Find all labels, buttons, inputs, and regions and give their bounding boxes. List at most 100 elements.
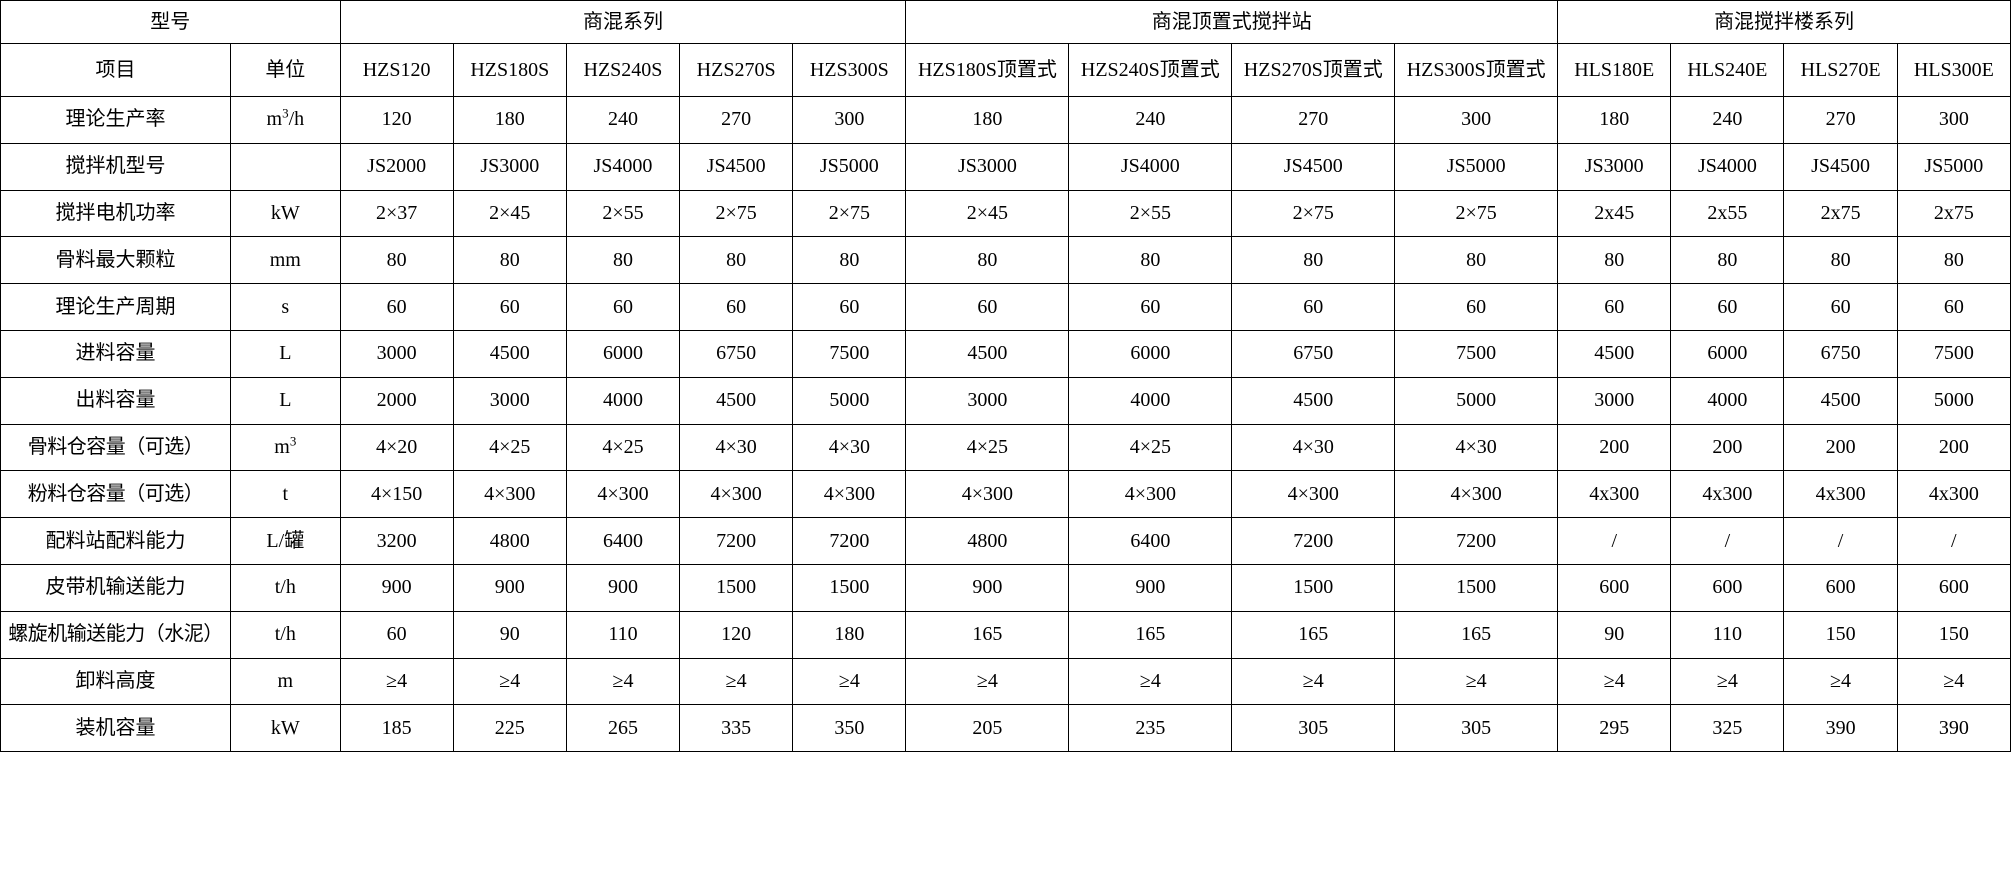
row-label: 粉料仓容量（可选）	[0, 470, 232, 519]
data-cell: 4x300	[1783, 470, 1898, 519]
data-cell: 80	[1783, 236, 1898, 285]
data-cell: 120	[339, 96, 454, 144]
row-unit: m	[230, 657, 341, 706]
data-cell: JS3000	[1557, 142, 1672, 191]
row-unit	[230, 142, 341, 191]
table-row: 进料容量 L 3000 4500 6000 6750 7500 4500 6000 6750 750…	[0, 329, 2011, 378]
data-cell: JS5000	[792, 142, 907, 191]
data-cell: 2x45	[1557, 189, 1672, 238]
data-cell: 270	[679, 96, 794, 144]
data-cell: 300	[1896, 96, 2011, 144]
data-cell: 300	[1394, 96, 1559, 144]
data-cell: 2x55	[1670, 189, 1785, 238]
data-cell: 900	[452, 563, 567, 612]
row-unit: m3/h	[230, 96, 341, 144]
data-cell: 5000	[1394, 376, 1559, 425]
row-label: 骨料仓容量（可选）	[0, 423, 232, 472]
row-unit: kW	[230, 704, 341, 753]
data-cell: 200	[1896, 423, 2011, 472]
data-cell: 2×75	[1231, 189, 1396, 238]
data-cell: 7500	[1896, 329, 2011, 378]
specification-table: 型号 商混系列 商混顶置式搅拌站 商混搅拌楼系列 项目 单位 HZS120 HZS180S HZ…	[0, 0, 2011, 753]
data-cell: /	[1557, 517, 1672, 565]
data-cell: ≥4	[1394, 657, 1559, 706]
table-row: 搅拌电机功率 kW 2×37 2×45 2×55 2×75 2×75 2×45 2×55 2×75…	[0, 189, 2011, 238]
model-header-9: HLS180E	[1557, 43, 1672, 97]
data-cell: 2×55	[565, 189, 681, 238]
data-cell: JS4000	[1670, 142, 1785, 191]
data-cell: ≥4	[679, 657, 794, 706]
row-label: 装机容量	[0, 704, 232, 753]
data-cell: /	[1896, 517, 2011, 565]
data-cell: ≥4	[792, 657, 907, 706]
data-cell: 4×300	[1394, 470, 1559, 519]
data-cell: 240	[1670, 96, 1785, 144]
data-cell: 900	[339, 563, 454, 612]
row-label: 螺旋机输送能力（水泥）	[0, 610, 232, 659]
data-cell: 4800	[905, 517, 1070, 565]
data-cell: 240	[565, 96, 681, 144]
row-unit: mm	[230, 236, 341, 285]
data-cell: 335	[679, 704, 794, 753]
model-header-row: 项目 单位 HZS120 HZS180S HZS240S HZS270S HZS300S HZ…	[0, 43, 2011, 97]
data-cell: JS4500	[1231, 142, 1396, 191]
table-row: 装机容量 kW 185 225 265 335 350 205 235 305 305 295 325 3…	[0, 704, 2011, 753]
data-cell: 2×37	[339, 189, 454, 238]
data-cell: 80	[1394, 236, 1559, 285]
data-cell: 2x75	[1783, 189, 1898, 238]
data-cell: 4500	[1557, 329, 1672, 378]
data-cell: 6750	[1783, 329, 1898, 378]
data-cell: 80	[905, 236, 1070, 285]
data-cell: 900	[905, 563, 1070, 612]
unit-column-label: 单位	[230, 43, 341, 97]
row-unit: m3	[230, 423, 341, 472]
data-cell: 4×300	[679, 470, 794, 519]
data-cell: 4×300	[1068, 470, 1233, 519]
data-cell: 80	[1068, 236, 1233, 285]
data-cell: JS4500	[1783, 142, 1898, 191]
data-cell: 2×45	[452, 189, 567, 238]
row-label: 皮带机输送能力	[0, 563, 232, 612]
data-cell: 80	[679, 236, 794, 285]
model-header-11: HLS270E	[1783, 43, 1898, 97]
data-cell: 6750	[679, 329, 794, 378]
data-cell: JS5000	[1896, 142, 2011, 191]
data-cell: 4×25	[565, 423, 681, 472]
table-row: 理论生产周期 s 60 60 60 60 60 60 60 60 60 60 60 60 60	[0, 283, 2011, 331]
data-cell: 7200	[679, 517, 794, 565]
data-cell: 2000	[339, 376, 454, 425]
data-cell: 205	[905, 704, 1070, 753]
data-cell: 80	[452, 236, 567, 285]
table-row: 骨料仓容量（可选） m3 4×20 4×25 4×25 4×30 4×30 4×25 4×25 4…	[0, 423, 2011, 472]
data-cell: 4×300	[1231, 470, 1396, 519]
data-cell: 1500	[792, 563, 907, 612]
data-cell: JS4500	[679, 142, 794, 191]
table-row: 粉料仓容量（可选） t 4×150 4×300 4×300 4×300 4×300 4×300…	[0, 470, 2011, 519]
data-cell: 60	[1670, 283, 1785, 331]
data-cell: 325	[1670, 704, 1785, 753]
table-row: 皮带机输送能力 t/h 900 900 900 1500 1500 900 900 1500 150…	[0, 563, 2011, 612]
model-header-10: HLS240E	[1670, 43, 1785, 97]
data-cell: 4x300	[1670, 470, 1785, 519]
data-cell: 180	[792, 610, 907, 659]
group-header-1: 商混顶置式搅拌站	[905, 0, 1559, 44]
data-cell: 305	[1394, 704, 1559, 753]
corner-model-label: 型号	[0, 0, 341, 44]
data-cell: 4×25	[452, 423, 567, 472]
model-header-6: HZS240S顶置式	[1068, 43, 1233, 97]
data-cell: 80	[1670, 236, 1785, 285]
model-header-3: HZS270S	[679, 43, 794, 97]
data-cell: 390	[1783, 704, 1898, 753]
row-label: 搅拌机型号	[0, 142, 232, 191]
table-row: 理论生产率 m3/h 120 180 240 270 300 180 240 270 300 180 2…	[0, 96, 2011, 144]
data-cell: 180	[452, 96, 567, 144]
data-cell: 4×30	[1394, 423, 1559, 472]
data-cell: 900	[565, 563, 681, 612]
data-cell: 80	[1231, 236, 1396, 285]
row-label: 配料站配料能力	[0, 517, 232, 565]
data-cell: 265	[565, 704, 681, 753]
data-cell: JS3000	[452, 142, 567, 191]
data-cell: 80	[339, 236, 454, 285]
data-cell: 2×75	[792, 189, 907, 238]
data-cell: 4500	[905, 329, 1070, 378]
